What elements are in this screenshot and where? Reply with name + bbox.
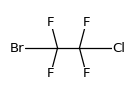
Text: F: F (47, 16, 54, 29)
Text: Cl: Cl (112, 41, 125, 55)
Text: F: F (47, 67, 54, 80)
Text: F: F (83, 67, 90, 80)
Text: F: F (83, 16, 90, 29)
Text: Br: Br (10, 41, 25, 55)
